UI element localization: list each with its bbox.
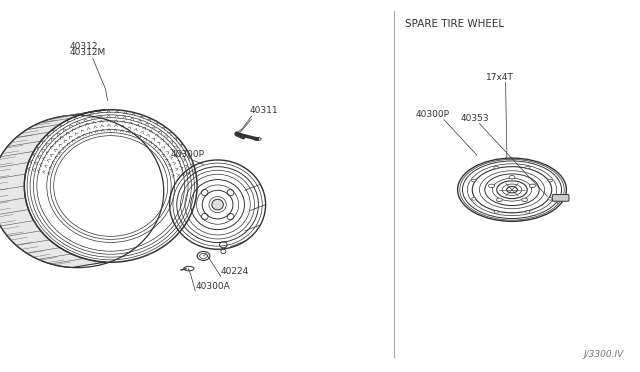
Circle shape xyxy=(525,166,530,169)
Text: 40311: 40311 xyxy=(250,106,278,115)
Circle shape xyxy=(494,211,499,213)
Text: 40312: 40312 xyxy=(69,42,98,51)
Circle shape xyxy=(529,184,536,187)
Text: SPARE TIRE WHEEL: SPARE TIRE WHEEL xyxy=(405,19,504,29)
Text: J/3300.IV: J/3300.IV xyxy=(584,350,624,359)
Text: 17x4T: 17x4T xyxy=(486,73,515,82)
Circle shape xyxy=(548,198,552,200)
Ellipse shape xyxy=(212,199,223,210)
Text: 40300P: 40300P xyxy=(171,150,205,159)
Text: 40312M: 40312M xyxy=(69,48,106,57)
Text: 40224: 40224 xyxy=(221,267,249,276)
Text: 40353: 40353 xyxy=(461,114,490,123)
Polygon shape xyxy=(0,110,106,267)
Circle shape xyxy=(488,184,495,187)
Circle shape xyxy=(548,179,552,182)
Circle shape xyxy=(472,179,476,182)
Circle shape xyxy=(507,186,518,193)
Circle shape xyxy=(494,166,499,169)
Circle shape xyxy=(522,198,527,202)
Text: 40300P: 40300P xyxy=(416,110,450,119)
Circle shape xyxy=(525,211,530,213)
Circle shape xyxy=(509,176,515,179)
FancyBboxPatch shape xyxy=(552,195,569,201)
Circle shape xyxy=(497,198,502,202)
Circle shape xyxy=(472,198,476,200)
Text: 40300A: 40300A xyxy=(195,282,230,291)
